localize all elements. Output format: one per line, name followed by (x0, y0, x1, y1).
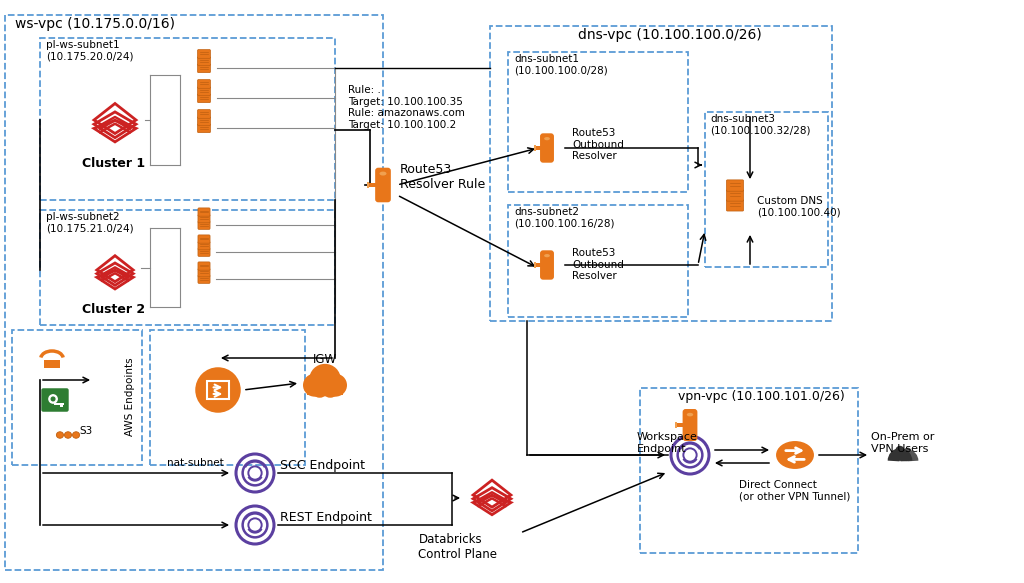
Ellipse shape (775, 440, 815, 470)
Bar (40, 38, 335, 200)
Text: nat-subnet: nat-subnet (167, 458, 223, 468)
Text: dns-subnet1
(10.100.100.0/28): dns-subnet1 (10.100.100.0/28) (514, 54, 608, 76)
Ellipse shape (544, 254, 550, 257)
Text: S3: S3 (80, 426, 93, 436)
Text: AWS Endpoints: AWS Endpoints (125, 358, 135, 436)
FancyBboxPatch shape (198, 50, 211, 58)
Bar (534, 262, 536, 268)
Bar (44, 360, 60, 368)
Circle shape (303, 374, 326, 396)
Bar (508, 52, 688, 192)
FancyBboxPatch shape (198, 80, 211, 89)
Bar (150, 330, 305, 465)
Text: On-Prem or
VPN Users: On-Prem or VPN Users (871, 432, 935, 454)
FancyBboxPatch shape (726, 200, 743, 211)
Ellipse shape (73, 432, 80, 438)
Bar (676, 423, 686, 427)
Circle shape (310, 380, 329, 398)
Text: dns-vpc (10.100.100.0/26): dns-vpc (10.100.100.0/26) (578, 28, 762, 42)
Bar (508, 205, 688, 317)
Ellipse shape (544, 137, 550, 141)
Text: REST Endpoint: REST Endpoint (280, 511, 372, 524)
Text: dns-subnet2
(10.100.100.16/28): dns-subnet2 (10.100.100.16/28) (514, 207, 614, 229)
FancyBboxPatch shape (198, 235, 210, 243)
Circle shape (49, 395, 57, 403)
FancyBboxPatch shape (41, 388, 69, 412)
FancyBboxPatch shape (198, 94, 211, 103)
Text: vpn-vpc (10.100.101.0/26): vpn-vpc (10.100.101.0/26) (678, 390, 845, 403)
FancyBboxPatch shape (683, 409, 697, 441)
Ellipse shape (65, 432, 72, 438)
FancyBboxPatch shape (198, 57, 211, 65)
Text: pl-ws-subnet2
(10.175.21.0/24): pl-ws-subnet2 (10.175.21.0/24) (46, 212, 133, 234)
Bar (5, 15, 383, 570)
Text: Cluster 1: Cluster 1 (82, 157, 145, 170)
Bar (640, 388, 858, 553)
Text: ws-vpc (10.175.0.0/16): ws-vpc (10.175.0.0/16) (15, 17, 175, 31)
FancyBboxPatch shape (540, 134, 554, 163)
FancyBboxPatch shape (540, 250, 554, 280)
Text: Rule: .
Target: 10.100.100.35
Rule: amazonaws.com
Target: 10.100.100.2: Rule: . Target: 10.100.100.35 Rule: amaz… (348, 85, 465, 130)
Text: Route53
Outbound
Resolver: Route53 Outbound Resolver (572, 128, 624, 161)
Bar (535, 263, 543, 267)
Circle shape (51, 397, 55, 401)
FancyBboxPatch shape (198, 275, 210, 283)
Text: dns-subnet3
(10.100.100.32/28): dns-subnet3 (10.100.100.32/28) (710, 114, 811, 136)
FancyBboxPatch shape (198, 110, 211, 118)
Bar (12, 330, 142, 465)
FancyBboxPatch shape (198, 221, 210, 229)
Bar (368, 183, 378, 187)
Text: SCC Endpoint: SCC Endpoint (280, 458, 365, 472)
Text: Databricks
Control Plane: Databricks Control Plane (419, 533, 498, 561)
Bar (307, 387, 343, 395)
Text: Route53
Outbound
Resolver: Route53 Outbound Resolver (572, 248, 624, 281)
Ellipse shape (56, 432, 63, 438)
Circle shape (903, 448, 911, 455)
Bar (490, 26, 831, 321)
Circle shape (895, 446, 904, 455)
Bar (207, 381, 229, 399)
Bar (675, 422, 678, 428)
Circle shape (325, 374, 347, 396)
Bar (60, 404, 62, 407)
Bar (40, 210, 335, 325)
FancyBboxPatch shape (726, 180, 743, 191)
Circle shape (309, 364, 341, 395)
Text: IGW: IGW (313, 353, 337, 366)
Circle shape (322, 380, 340, 398)
FancyBboxPatch shape (198, 208, 210, 216)
Bar (705, 112, 828, 267)
FancyBboxPatch shape (198, 117, 211, 125)
Bar (535, 146, 543, 150)
Text: Workspace
Endpoint: Workspace Endpoint (637, 432, 697, 454)
FancyBboxPatch shape (198, 241, 210, 250)
Bar (54, 403, 65, 405)
Bar (534, 146, 536, 150)
FancyBboxPatch shape (375, 168, 391, 202)
Circle shape (194, 366, 242, 414)
FancyBboxPatch shape (198, 269, 210, 277)
FancyBboxPatch shape (198, 248, 210, 257)
Text: Direct Connect
(or other VPN Tunnel): Direct Connect (or other VPN Tunnel) (739, 480, 851, 501)
FancyBboxPatch shape (198, 124, 211, 133)
Text: Route53
Resolver Rule: Route53 Resolver Rule (400, 163, 485, 191)
FancyBboxPatch shape (198, 262, 210, 270)
FancyBboxPatch shape (198, 87, 211, 96)
Text: Custom DNS
(10.100.100.40): Custom DNS (10.100.100.40) (757, 196, 841, 217)
Bar (367, 182, 369, 188)
FancyBboxPatch shape (198, 64, 211, 73)
Ellipse shape (687, 413, 693, 416)
Text: Cluster 2: Cluster 2 (82, 303, 145, 316)
Text: pl-ws-subnet1
(10.175.20.0/24): pl-ws-subnet1 (10.175.20.0/24) (46, 40, 133, 62)
FancyBboxPatch shape (726, 190, 743, 201)
FancyBboxPatch shape (198, 215, 210, 223)
Ellipse shape (380, 171, 386, 175)
